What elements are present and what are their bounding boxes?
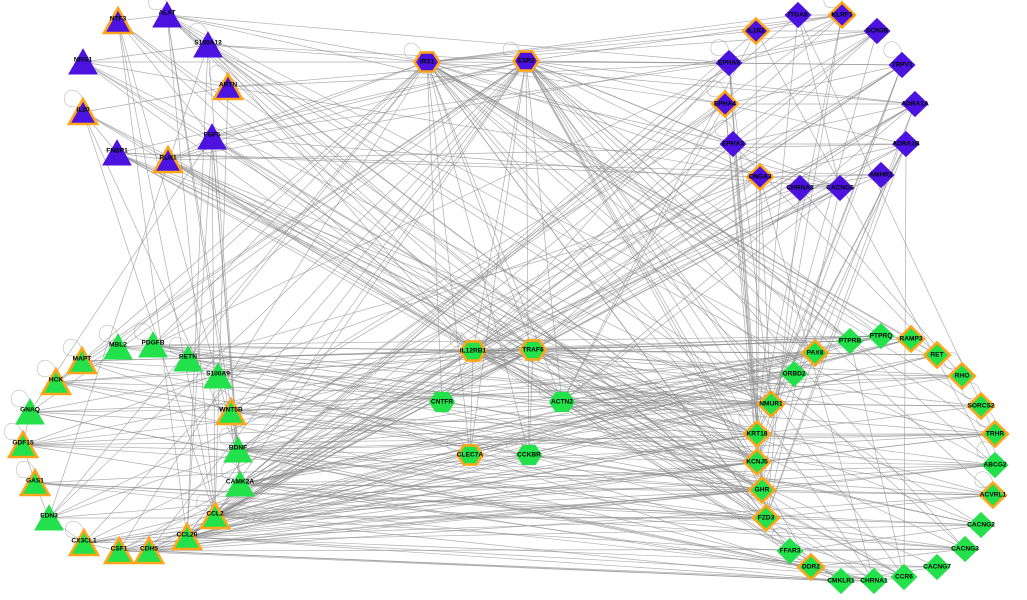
svg-text:FNBP1: FNBP1 <box>106 147 128 154</box>
svg-text:RAMP3: RAMP3 <box>899 336 922 343</box>
svg-text:CCKBR: CCKBR <box>517 451 541 458</box>
svg-text:KRT18: KRT18 <box>747 431 768 438</box>
svg-text:CCL20: CCL20 <box>177 531 198 538</box>
svg-text:CCR6: CCR6 <box>895 574 913 581</box>
svg-text:IL1R2: IL1R2 <box>747 28 765 35</box>
svg-text:BDNF: BDNF <box>229 444 247 451</box>
svg-text:CAMK2A: CAMK2A <box>226 478 254 485</box>
svg-text:NTF3: NTF3 <box>110 15 127 22</box>
svg-text:GHR: GHR <box>755 487 770 494</box>
svg-text:ITGA8: ITGA8 <box>788 12 808 19</box>
svg-text:KCNJ5: KCNJ5 <box>746 459 768 466</box>
svg-text:ADRA1A: ADRA1A <box>901 101 929 108</box>
svg-text:GAS1: GAS1 <box>26 477 44 484</box>
svg-text:CACNG5: CACNG5 <box>826 185 854 192</box>
svg-text:SORCS2: SORCS2 <box>967 403 994 410</box>
svg-text:EPHA3: EPHA3 <box>722 141 744 148</box>
svg-text:IL20: IL20 <box>76 106 90 113</box>
svg-text:AMHR2: AMHR2 <box>869 172 893 179</box>
svg-text:CACNG3: CACNG3 <box>951 546 979 553</box>
svg-text:ABCG2: ABCG2 <box>983 462 1006 469</box>
svg-text:CNGA3: CNGA3 <box>748 174 771 181</box>
svg-text:RETN: RETN <box>179 353 197 360</box>
svg-text:CHRNA3: CHRNA3 <box>786 185 814 192</box>
svg-text:IRS1: IRS1 <box>420 58 435 65</box>
svg-text:CACNG7: CACNG7 <box>923 564 951 571</box>
svg-text:FGF5: FGF5 <box>204 131 221 138</box>
svg-text:CCL2: CCL2 <box>206 510 224 517</box>
svg-text:PTPRB: PTPRB <box>839 338 862 345</box>
svg-text:WNT5B: WNT5B <box>219 406 243 413</box>
svg-text:EPHA5: EPHA5 <box>718 60 740 67</box>
svg-text:EDN3: EDN3 <box>40 512 58 519</box>
svg-text:DDR2: DDR2 <box>802 564 820 571</box>
svg-text:RET: RET <box>930 352 943 359</box>
svg-text:ACTN2: ACTN2 <box>551 398 573 405</box>
svg-text:S100A12: S100A12 <box>194 39 222 46</box>
svg-text:TRAF6: TRAF6 <box>522 346 544 353</box>
svg-text:RLN1: RLN1 <box>159 154 177 161</box>
svg-text:PDGFB: PDGFB <box>141 339 164 346</box>
svg-text:EPHA4: EPHA4 <box>714 101 736 108</box>
svg-text:CLEC7A: CLEC7A <box>457 451 484 458</box>
svg-text:IL12RB1: IL12RB1 <box>460 347 487 354</box>
svg-text:KLRF1: KLRF1 <box>831 12 853 19</box>
svg-text:CMKLR1: CMKLR1 <box>827 578 855 585</box>
svg-text:MAPT: MAPT <box>73 355 92 362</box>
svg-text:CHRNA1: CHRNA1 <box>860 578 888 585</box>
svg-text:GDF15: GDF15 <box>12 439 34 446</box>
svg-text:RHO: RHO <box>955 373 970 380</box>
svg-text:S100A9: S100A9 <box>206 370 230 377</box>
svg-text:NRG1: NRG1 <box>74 56 93 63</box>
svg-text:ADRA1B: ADRA1B <box>892 141 920 148</box>
svg-text:FFAR3: FFAR3 <box>780 548 801 555</box>
svg-text:TRHR: TRHR <box>986 431 1005 438</box>
svg-text:HCK: HCK <box>49 376 64 383</box>
svg-text:CNTFR: CNTFR <box>431 398 454 405</box>
svg-text:SCN3B: SCN3B <box>866 28 889 35</box>
svg-text:PAX8: PAX8 <box>807 350 824 357</box>
svg-text:FZD3: FZD3 <box>758 515 775 522</box>
svg-text:ORBD2: ORBD2 <box>782 371 805 378</box>
svg-text:PTPRQ: PTPRQ <box>870 333 893 340</box>
svg-text:CACNG2: CACNG2 <box>967 522 995 529</box>
svg-text:CX3CL1: CX3CL1 <box>71 537 97 544</box>
svg-text:ALAT: ALAT <box>158 9 175 16</box>
svg-text:NMUR1: NMUR1 <box>759 401 783 408</box>
svg-text:MBL2: MBL2 <box>109 341 127 348</box>
svg-text:CDH5: CDH5 <box>140 545 158 552</box>
svg-text:ACVRL1: ACVRL1 <box>980 492 1007 499</box>
svg-text:ARTN: ARTN <box>219 81 238 88</box>
svg-text:ESR2: ESR2 <box>517 57 535 64</box>
svg-text:TRPV1: TRPV1 <box>891 62 913 69</box>
svg-text:GNAQ: GNAQ <box>20 406 40 413</box>
svg-text:CSF1: CSF1 <box>111 545 128 552</box>
